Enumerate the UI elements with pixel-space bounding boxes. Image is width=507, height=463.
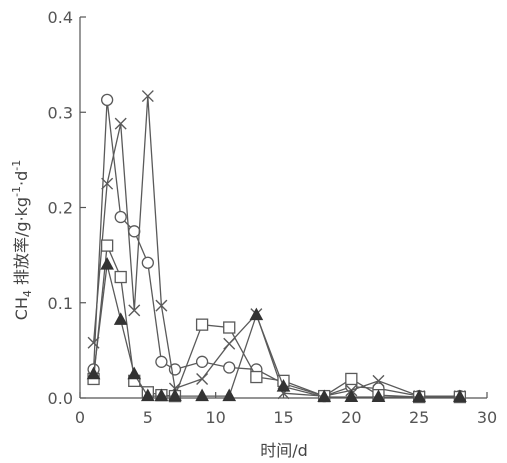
- data-point-circle: [141, 256, 154, 269]
- x-tick-label: 15: [273, 408, 293, 427]
- data-point-triangle: [276, 379, 291, 392]
- x-tick-label: 5: [143, 408, 153, 427]
- series-line: [92, 99, 460, 397]
- data-point-triangle: [249, 307, 264, 321]
- x-axis-title: 时间/d: [260, 441, 308, 460]
- series-line: [92, 243, 460, 398]
- series-line: [92, 96, 460, 397]
- data-point-circle: [155, 355, 168, 368]
- data-point-square: [114, 270, 127, 284]
- y-tick-label: 0.0: [48, 389, 73, 408]
- data-point-triangle: [453, 389, 467, 403]
- data-point-cross: [141, 90, 154, 103]
- y-tick-label: 0.1: [48, 294, 73, 313]
- y-axis-title-sub: 4: [21, 290, 34, 297]
- x-tick-label: 20: [341, 408, 361, 427]
- data-point-triangle: [127, 366, 142, 380]
- data-point-cross: [128, 304, 141, 317]
- data-point-circle: [195, 355, 209, 368]
- y-tick-label: 0.2: [48, 199, 73, 218]
- x-tick-label: 25: [409, 408, 429, 427]
- data-point-cross: [372, 374, 385, 387]
- data-point-square: [195, 318, 209, 331]
- data-point-cross: [223, 337, 236, 350]
- data-point-triangle: [195, 388, 209, 402]
- data-point-triangle: [168, 388, 182, 402]
- y-axis-title: CH4 排放率/g·kg-1·d-1: [10, 160, 34, 321]
- data-point-cross: [155, 299, 168, 312]
- y-tick-label: 0.3: [48, 103, 73, 122]
- data-point-triangle: [100, 257, 114, 270]
- x-tick-label: 30: [477, 408, 497, 427]
- y-tick-label: 0.4: [48, 8, 73, 27]
- x-tick-label: 0: [75, 408, 85, 427]
- data-point-triangle: [140, 388, 155, 402]
- data-point-triangle: [317, 389, 332, 403]
- data-point-square: [250, 370, 263, 384]
- data-point-circle: [114, 210, 127, 224]
- data-point-cross: [114, 117, 127, 130]
- data-point-triangle: [371, 389, 386, 403]
- data-point-square: [223, 321, 236, 334]
- tick-group: 0 5 10 15 20 25 30 0.0 0.1 0.2 0.3 0.4: [48, 8, 498, 427]
- data-point-square: [345, 372, 358, 386]
- data-point-square: [100, 239, 114, 252]
- series-group: [86, 90, 467, 404]
- series-cross: [87, 90, 466, 403]
- data-point-triangle: [344, 389, 359, 403]
- data-point-triangle: [86, 366, 101, 380]
- data-point-circle: [223, 361, 236, 374]
- data-point-cross: [196, 372, 209, 385]
- y-axis-title-dot: ·d: [12, 171, 31, 186]
- data-point-circle: [128, 225, 141, 238]
- data-point-circle: [100, 93, 114, 107]
- series-line: [92, 264, 460, 398]
- x-tick-label: 10: [205, 408, 225, 427]
- y-axis-title-rest: 排放率/g·kg: [12, 197, 31, 290]
- y-axis-title-sup2: -1: [10, 160, 23, 171]
- data-point-triangle: [113, 312, 128, 325]
- data-point-triangle: [154, 388, 169, 402]
- y-axis-title-sup1: -1: [10, 186, 23, 197]
- y-axis-title-main: CH: [12, 297, 31, 320]
- series-triangle: [86, 257, 467, 403]
- data-point-triangle: [412, 389, 427, 403]
- data-point-triangle: [222, 388, 237, 402]
- data-point-cross: [101, 177, 114, 190]
